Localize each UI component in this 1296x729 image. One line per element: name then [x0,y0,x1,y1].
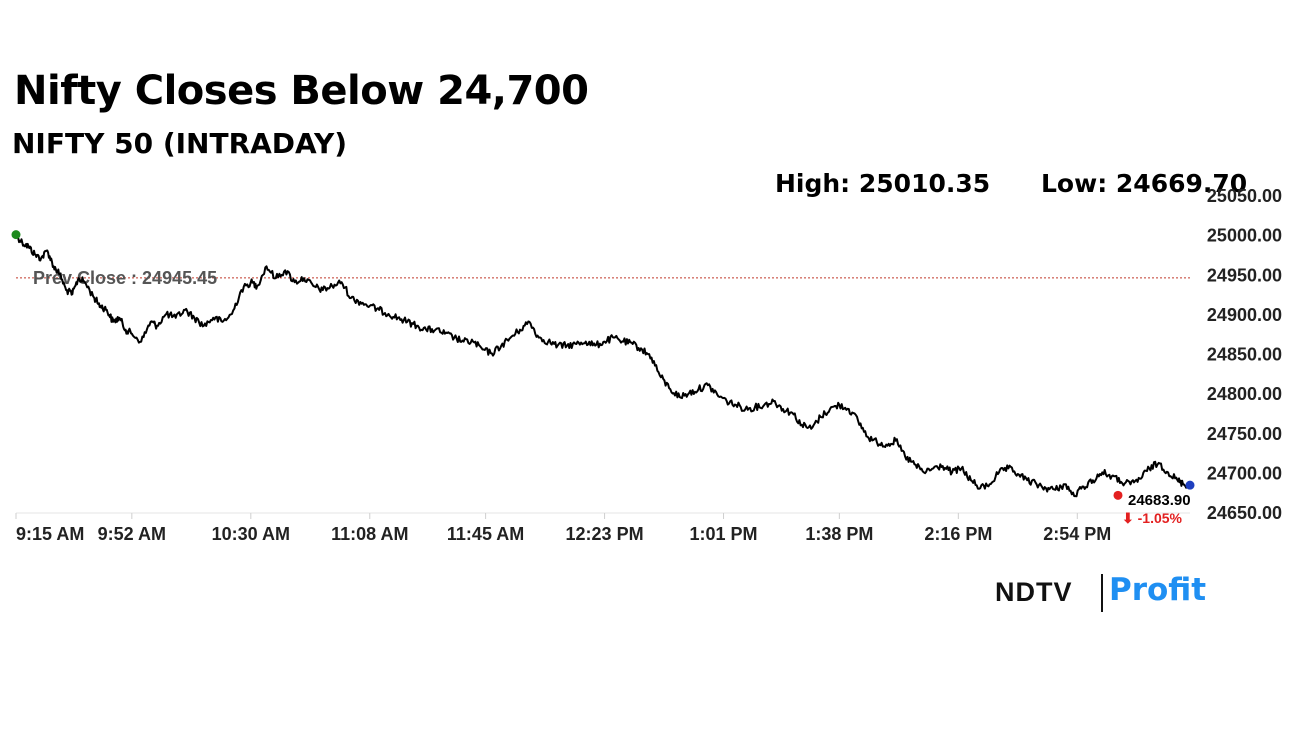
y-tick-label: 24850.00 [1207,345,1282,365]
y-tick-label: 25050.00 [1207,186,1282,206]
y-tick-label: 24650.00 [1207,503,1282,523]
y-tick-label: 24950.00 [1207,265,1282,285]
y-tick-label: 25000.00 [1207,226,1282,246]
last-value-label: 24683.90 [1128,492,1191,509]
logo-ndtv-text: NDTV [995,577,1073,607]
close-marker [1185,480,1195,490]
x-tick-label: 9:52 AM [98,524,166,544]
x-axis: 9:15 AM 9:52 AM 10:30 AM 11:08 AM 11:45 AM 12… [15,512,1190,544]
y-tick-label: 24700.00 [1207,463,1282,483]
logo-profit-text: Profit [1109,572,1207,608]
y-tick-label: 24750.00 [1207,424,1282,444]
y-axis: 25050.00 25000.00 24950.00 24900.00 24850.00… [1207,186,1282,523]
x-tick-label: 9:15 AM [16,524,84,544]
y-tick-label: 24900.00 [1207,305,1282,325]
ndtv-profit-logo: NDTV Profit [995,572,1225,614]
x-tick-label: 1:38 PM [805,524,873,544]
change-percent-label: ⬇ -1.05% [1122,510,1183,526]
chart-subtitle: NIFTY 50 (INTRADAY) [12,127,348,160]
last-value-marker [1113,490,1123,500]
prev-close-label: Prev Close : 24945.45 [33,268,217,288]
price-series-line [15,234,1191,498]
x-tick-label: 10:30 AM [212,524,290,544]
y-tick-label: 24800.00 [1207,384,1282,404]
x-tick-label: 2:54 PM [1043,524,1111,544]
page-title: Nifty Closes Below 24,700 [14,68,589,114]
x-tick-label: 2:16 PM [924,524,992,544]
day-high-label: High: 25010.35 [775,169,991,198]
day-low-label: Low: 24669.70 [1041,169,1248,198]
logo-divider [1101,574,1103,612]
x-tick-label: 1:01 PM [690,524,758,544]
x-tick-label: 12:23 PM [566,524,644,544]
x-tick-label: 11:45 AM [447,524,524,544]
open-marker [11,230,21,240]
x-tick-label: 11:08 AM [331,524,408,544]
